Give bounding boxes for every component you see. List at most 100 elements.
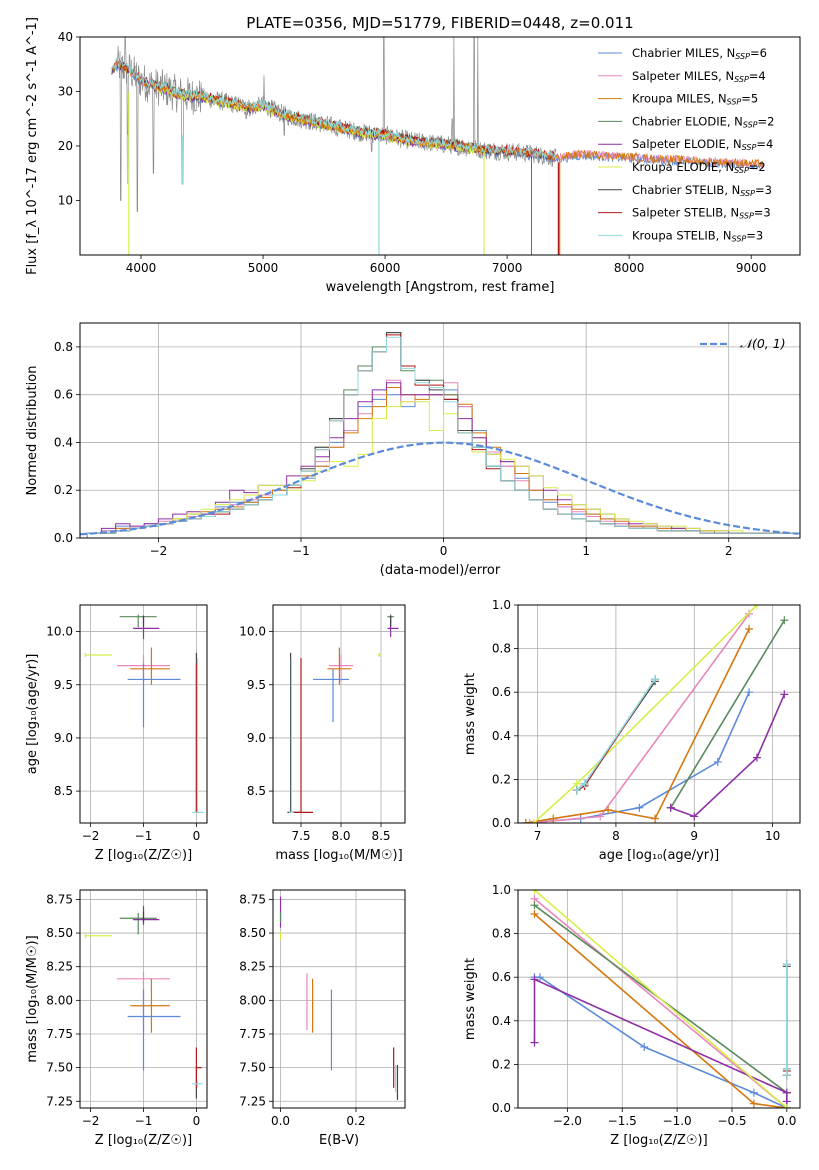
x-tick-label: −1.0 (663, 1114, 692, 1128)
y-tick-label: 0.4 (492, 1014, 511, 1028)
plus-marker (530, 975, 539, 984)
y-tick-label: 0.4 (492, 729, 511, 743)
histogram-kroupa-stelib (86, 336, 800, 538)
x-tick-label: −2 (82, 829, 100, 843)
y-tick-label: 7.25 (46, 1094, 73, 1108)
cumulative-line-chabrier-miles (525, 691, 750, 823)
plus-marker (604, 805, 613, 814)
x-tick-label: −1 (135, 829, 153, 843)
x-tick-label: −0.5 (717, 1114, 746, 1128)
x-axis-label: Z [log₁₀(Z/Z☉)] (610, 1133, 707, 1148)
y-tick-label: 0.6 (492, 685, 511, 699)
legend-label-subscript: SSP (742, 143, 757, 152)
y-axis-label: Flux [f_λ 10^-17 erg cm^-2 s^-1 A^-1] (25, 17, 40, 275)
cumulative-line-kroupa-elodie (533, 890, 788, 1108)
y-tick-label: 40 (58, 30, 73, 44)
cumulative-line-salpeter-miles (533, 898, 788, 1108)
x-axis-label: E(B-V) (319, 1133, 359, 1148)
legend-label-suffix: =3 (746, 228, 763, 242)
x-tick-label: 8000 (614, 261, 645, 275)
x-tick-label: −2 (150, 544, 168, 558)
x-tick-label: 0.0 (777, 1114, 796, 1128)
legend-label: Salpeter ELODIE, NSSP=4 (632, 137, 773, 152)
legend-label-text: Chabrier MILES, N (632, 46, 735, 60)
plus-marker (782, 1088, 791, 1097)
y-tick-label: 1.0 (492, 883, 511, 897)
legend-label: Kroupa ELODIE, NSSP=2 (632, 160, 766, 175)
plus-marker (549, 814, 558, 823)
y-tick-label: 0.8 (492, 927, 511, 941)
cumulative_age-panel: 7 8 9 10 0.0 0.2 0.4 0.6 0.8 1.0 age [log₁₀(age/yr… (463, 598, 801, 863)
plus-marker (530, 901, 539, 910)
x-tick-label: 0.0 (271, 1114, 290, 1128)
y-axis-label: mass weight (463, 958, 478, 1040)
cumulative-line-salpeter-elodie (533, 978, 788, 1102)
x-tick-label: 0 (440, 544, 448, 558)
legend-label-suffix: =2 (749, 160, 766, 174)
legend-label-subscript: SSP (735, 52, 750, 61)
x-axis-label: mass [log₁₀(M/M☉)] (275, 848, 402, 863)
normal-distribution-curve (80, 441, 799, 536)
plot-frame (272, 889, 406, 1109)
x-tick-label: 0 (193, 829, 201, 843)
y-tick-label: 0.0 (492, 816, 511, 830)
y-axis-label: mass weight (463, 673, 478, 755)
legend-label-subscript: SSP (732, 234, 747, 243)
y-tick-label: 8.75 (239, 892, 266, 906)
plot-frame (517, 889, 801, 1109)
legend-label-text: Salpeter STELIB, N (632, 206, 739, 220)
y-tick-label: 7.75 (239, 1027, 266, 1041)
plus-marker (530, 890, 539, 894)
legend-label-suffix: =5 (741, 92, 758, 106)
x-tick-label: −1 (135, 1114, 153, 1128)
plus-marker (713, 757, 722, 766)
plus-marker (651, 675, 660, 684)
plus-marker (782, 960, 791, 969)
legend-label-suffix: =3 (755, 183, 772, 197)
plus-marker (530, 1038, 539, 1047)
plus-marker (525, 819, 534, 823)
legend-label-suffix: =6 (750, 46, 767, 60)
y-tick-label: 0.8 (54, 340, 73, 354)
plus-marker (596, 812, 605, 821)
x-tick-label: 8 (612, 829, 620, 843)
x-tick-label: 7000 (492, 261, 523, 275)
plus-marker (780, 690, 789, 699)
plus-marker (780, 616, 789, 625)
plus-marker (782, 1104, 791, 1108)
x-tick-label: 2 (725, 544, 733, 558)
x-axis-label: wavelength [Angstrom, rest frame] (326, 280, 555, 295)
plus-marker (635, 803, 644, 812)
plus-marker (666, 803, 675, 812)
y-tick-label: 8.50 (46, 926, 73, 940)
x-tick-label: 9 (690, 829, 698, 843)
legend-label: Salpeter MILES, NSSP=4 (632, 69, 766, 84)
legend-label: Salpeter STELIB, NSSP=3 (632, 206, 771, 221)
y-tick-label: 7.50 (239, 1061, 266, 1075)
legend-label-text: Chabrier ELODIE, N (632, 114, 743, 128)
legend-label-subscript: SSP (743, 120, 758, 129)
legend-label-suffix: =4 (756, 137, 773, 151)
plot-frame (272, 604, 406, 824)
age_vs_Z-panel: −2 −1 0 8.5 9.0 9.5 10.0 Z [log₁₀(Z/Z☉)] age [lo… (25, 604, 208, 863)
y-tick-label: 8.25 (239, 960, 266, 974)
legend-label-subscript: SSP (739, 212, 754, 221)
plot-frame (79, 36, 801, 256)
legend-label-subscript: SSP (740, 189, 755, 198)
x-tick-label: 9000 (736, 261, 767, 275)
spectrum-panel: 4000 5000 6000 7000 8000 9000 10 20 30 40 waveleng… (25, 17, 801, 295)
x-tick-label: −2.0 (553, 1114, 582, 1128)
y-tick-label: 0.6 (54, 388, 73, 402)
legend-label-text: Salpeter MILES, N (632, 69, 734, 83)
plus-marker (690, 812, 699, 821)
y-tick-label: 20 (58, 139, 73, 153)
x-tick-label: −2 (82, 1114, 100, 1128)
plus-marker (752, 753, 761, 762)
y-tick-label: 8.00 (239, 993, 266, 1007)
plus-marker (752, 605, 761, 609)
y-tick-label: 0.8 (492, 642, 511, 656)
y-tick-label: 0.0 (492, 1101, 511, 1115)
y-tick-label: 0.4 (54, 435, 73, 449)
